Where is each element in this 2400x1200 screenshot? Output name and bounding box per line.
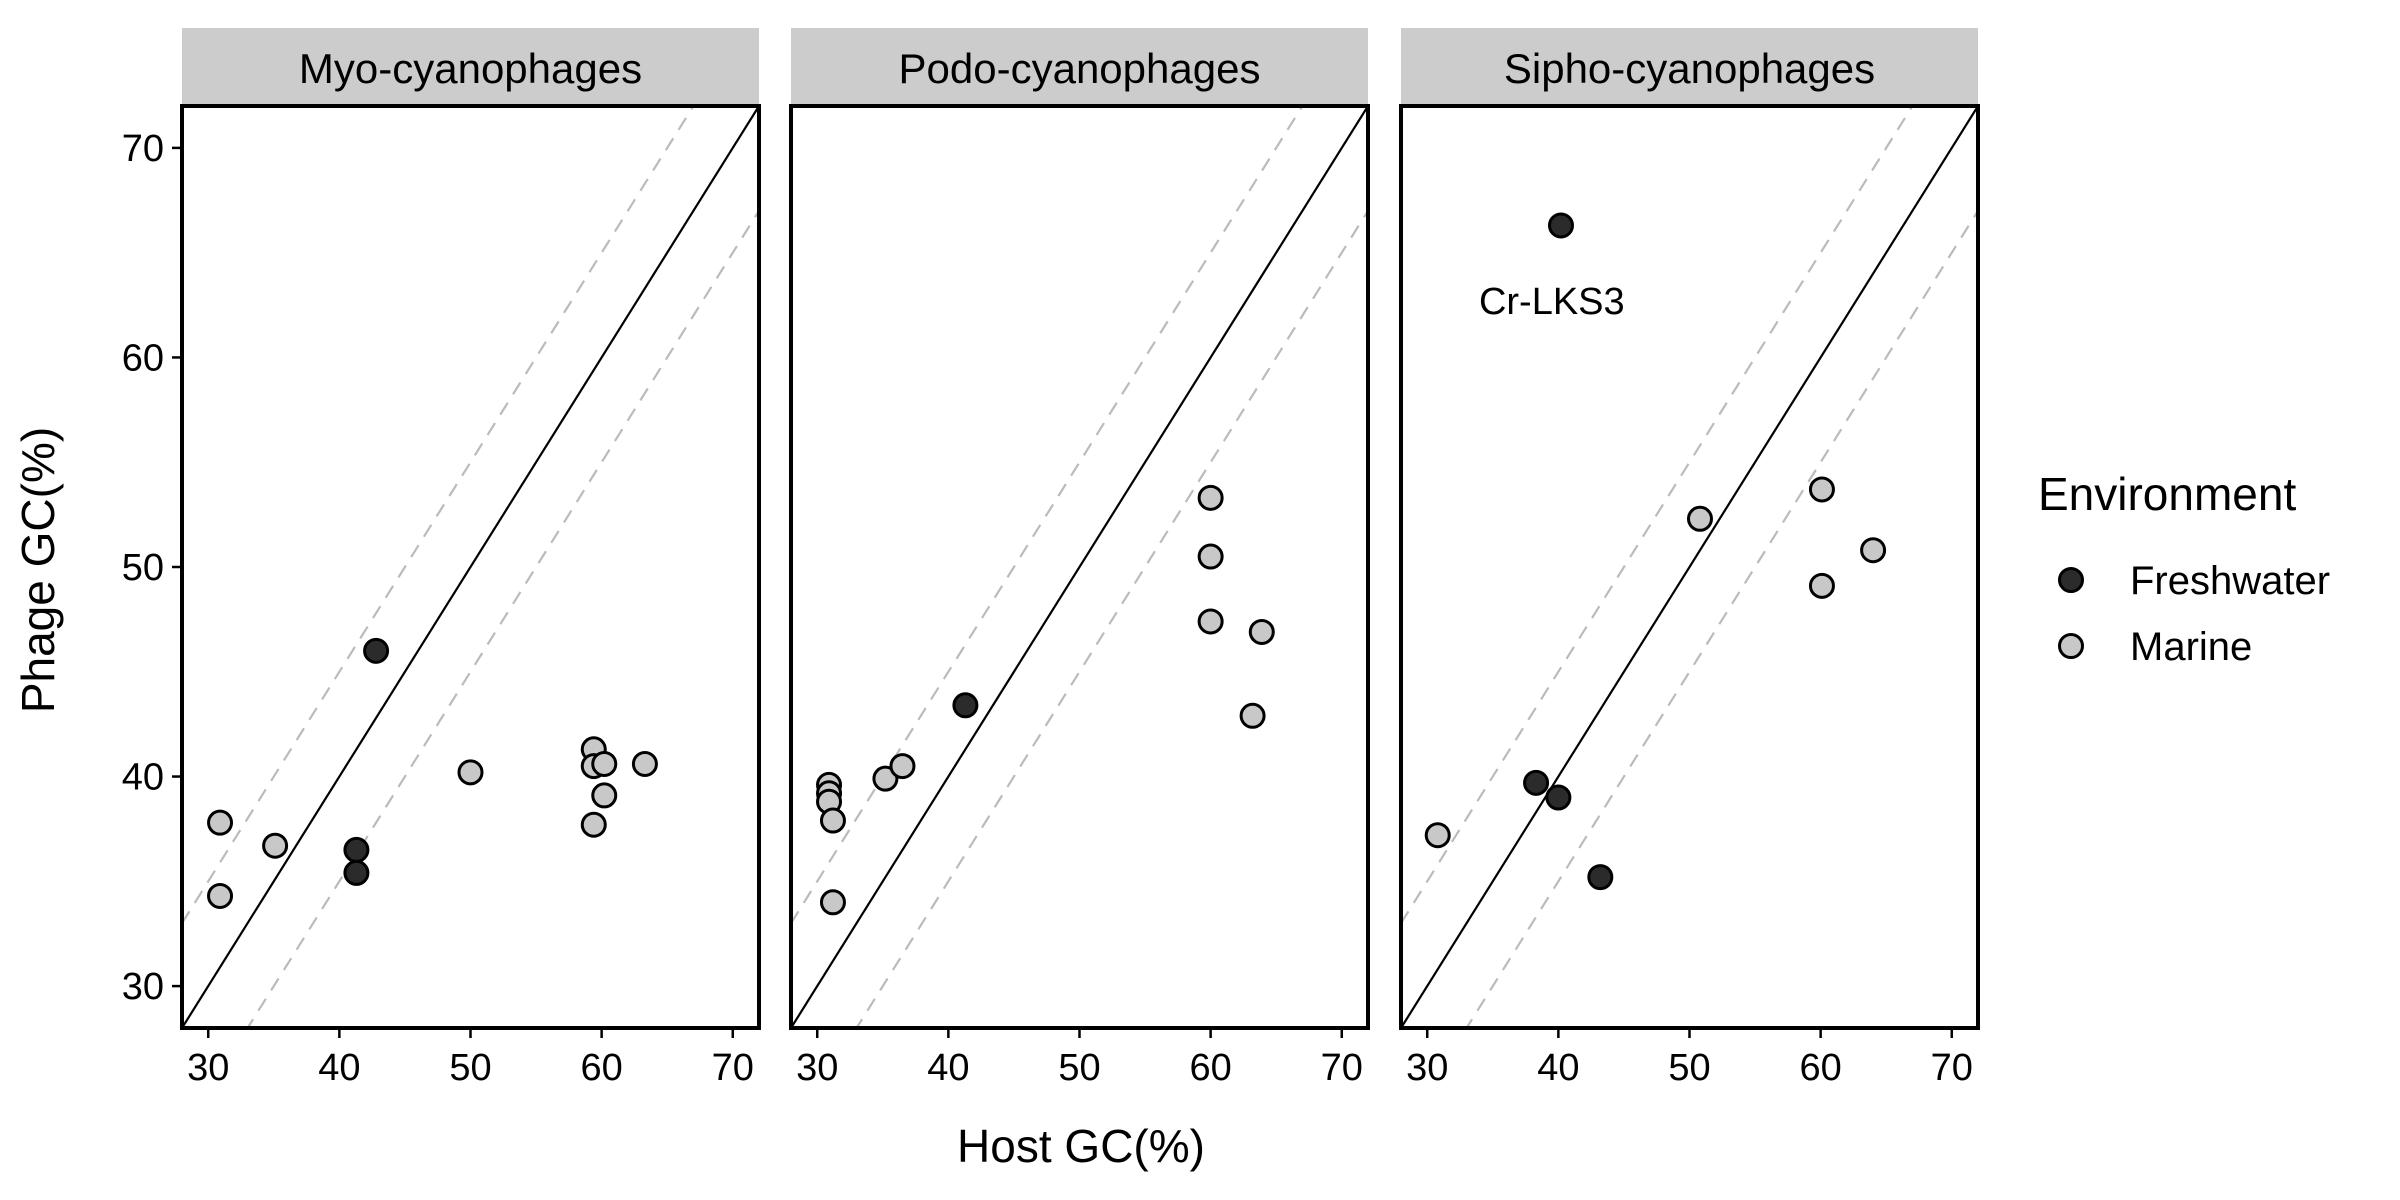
data-point-freshwater (363, 637, 390, 664)
data-point-marine (591, 782, 618, 809)
x-tick-label: 30 (187, 1047, 229, 1089)
legend-label-marine: Marine (2130, 625, 2252, 669)
data-point-marine (580, 811, 607, 838)
x-tick-label: 50 (1668, 1047, 1710, 1089)
data-point-marine (457, 759, 484, 786)
y-tick-label: 30 (122, 966, 164, 1008)
x-tick-label: 50 (1058, 1047, 1100, 1089)
legend-key-freshwater (2058, 567, 2084, 593)
dashed-offset-line (246, 210, 759, 1028)
dashed-offset-line (182, 106, 695, 924)
data-point-freshwater (343, 836, 370, 863)
facet-strip (182, 28, 759, 106)
x-tick-label: 50 (449, 1047, 491, 1089)
dashed-offset-line (1465, 210, 1978, 1028)
legend-title: Environment (2038, 468, 2296, 520)
identity-line (182, 106, 759, 1028)
data-point-marine (262, 832, 289, 859)
data-point-marine (1239, 702, 1266, 729)
legend: Environment Freshwater Marine (2038, 468, 2330, 669)
data-point-marine (1808, 476, 1835, 503)
y-axis-title: Phage GC(%) (12, 427, 64, 713)
reference-lines (791, 106, 1368, 1028)
identity-line (1401, 106, 1978, 1028)
data-point-freshwater (1523, 769, 1550, 796)
legend-label-freshwater: Freshwater (2130, 559, 2330, 603)
y-tick-label: 40 (122, 757, 164, 799)
x-tick-label: 70 (1321, 1047, 1363, 1089)
data-point-marine (631, 750, 658, 777)
facet-strip-label: Myo-cyanophages (299, 45, 642, 92)
reference-lines (182, 106, 759, 1028)
data-point-freshwater (1545, 784, 1572, 811)
data-point-marine (1197, 543, 1224, 570)
legend-key-marine (2058, 633, 2084, 659)
data-point-marine (1808, 572, 1835, 599)
y-tick-label: 50 (122, 547, 164, 589)
x-tick-label: 60 (580, 1047, 622, 1089)
data-point-marine (819, 807, 846, 834)
dashed-offset-line (1401, 106, 1914, 924)
x-tick-label: 60 (1189, 1047, 1231, 1089)
data-point-marine (591, 750, 618, 777)
data-point-marine (819, 889, 846, 916)
data-point-marine (207, 882, 234, 909)
x-axis-title: Host GC(%) (957, 1120, 1205, 1172)
data-point-marine (1860, 537, 1887, 564)
data-point-marine (1197, 608, 1224, 635)
data-point-marine (1686, 505, 1713, 532)
data-point-marine (1424, 822, 1451, 849)
y-tick-label: 60 (122, 337, 164, 379)
data-point-marine (207, 809, 234, 836)
x-tick-label: 60 (1799, 1047, 1841, 1089)
y-tick-label: 70 (122, 128, 164, 170)
dashed-offset-line (855, 210, 1368, 1028)
point-annotation: Cr-LKS3 (1479, 281, 1625, 323)
data-point-freshwater (952, 692, 979, 719)
legend-items: Freshwater Marine (2058, 559, 2330, 669)
data-point-freshwater (343, 859, 370, 886)
x-tick-label: 40 (1537, 1047, 1579, 1089)
facet-panel: Podo-cyanophages 30 40 50 60 70 (789, 28, 1370, 1089)
x-tick-label: 70 (712, 1047, 754, 1089)
data-point-marine (872, 765, 899, 792)
facet-strip (791, 28, 1368, 106)
data-point-marine (889, 753, 916, 780)
facet-panel: Sipho-cyanophages Cr-LKS3 30 40 50 60 70 (1399, 28, 1980, 1089)
data-point-freshwater (1547, 212, 1574, 239)
x-tick-label: 30 (1406, 1047, 1448, 1089)
x-tick-label: 70 (1931, 1047, 1973, 1089)
x-tick-label: 30 (796, 1047, 838, 1089)
facet-strip (1401, 28, 1978, 106)
facet-panel: Myo-cyanophages 30 40 50 60 70 30 40 50 60 70 (122, 28, 761, 1089)
data-point-marine (1248, 618, 1275, 645)
facet-strip-label: Sipho-cyanophages (1504, 45, 1875, 92)
reference-lines (1401, 106, 1978, 1028)
identity-line (791, 106, 1368, 1028)
data-point-marine (1197, 484, 1224, 511)
x-tick-label: 40 (318, 1047, 360, 1089)
data-point-freshwater (1587, 864, 1614, 891)
x-tick-label: 40 (927, 1047, 969, 1089)
facet-strip-label: Podo-cyanophages (899, 45, 1261, 92)
